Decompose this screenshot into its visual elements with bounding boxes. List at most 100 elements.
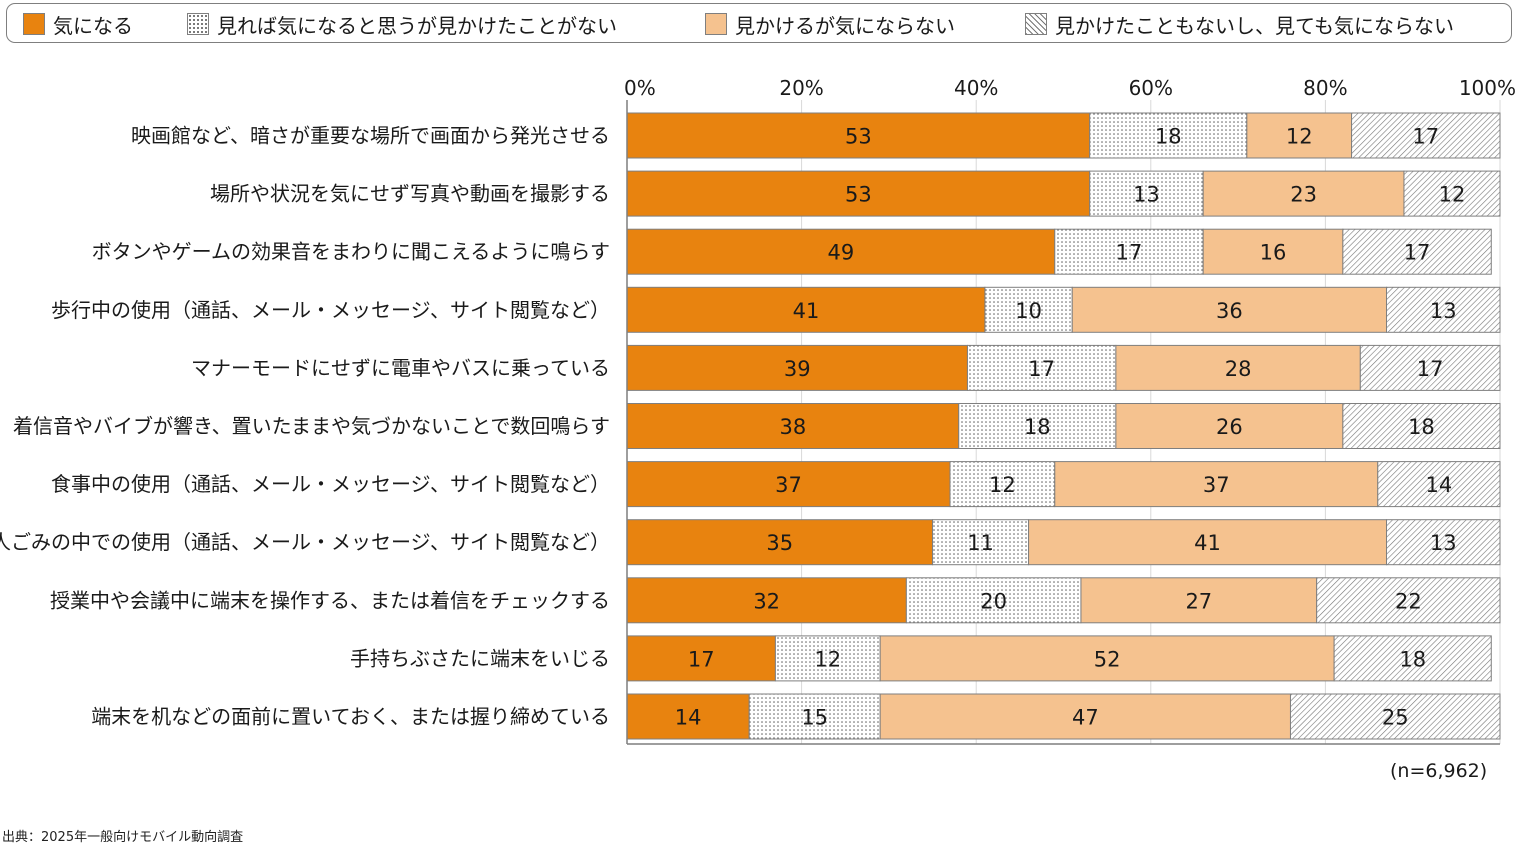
legend-item-series-2: 見れば気になると思うが見かけたことがない bbox=[187, 12, 617, 38]
data-label: 32 bbox=[753, 589, 780, 613]
data-label: 18 bbox=[1408, 415, 1435, 439]
legend-label: 気になる bbox=[53, 13, 133, 38]
data-label: 37 bbox=[775, 473, 802, 497]
bar-segment bbox=[1333, 635, 1492, 682]
bar-segment bbox=[626, 693, 750, 740]
data-label: 27 bbox=[1185, 589, 1212, 613]
data-label: 12 bbox=[1286, 125, 1313, 149]
bar-segment bbox=[1359, 344, 1501, 391]
x-tick-label: 40% bbox=[954, 76, 998, 100]
bar-segment bbox=[1202, 228, 1344, 275]
category-labels: 映画館など、暗さが重要な場所で画面から発光させる場所や状況を気にせず写真や動画を… bbox=[0, 124, 610, 729]
data-label: 14 bbox=[1426, 473, 1453, 497]
category-label: 手持ちぶさたに端末をいじる bbox=[350, 646, 610, 670]
bar-segment bbox=[1386, 286, 1501, 333]
category-label: ボタンやゲームの効果音をまわりに聞こえるように鳴らす bbox=[92, 240, 610, 264]
data-label: 17 bbox=[1028, 357, 1055, 381]
data-label: 15 bbox=[801, 706, 828, 730]
data-label: 17 bbox=[1417, 357, 1444, 381]
data-label: 47 bbox=[1072, 706, 1099, 730]
bar-segment bbox=[1054, 461, 1379, 508]
category-label: 授業中や会議中に端末を操作する、または着信をチェックする bbox=[50, 588, 610, 612]
data-label: 26 bbox=[1216, 415, 1243, 439]
data-label: 11 bbox=[967, 531, 994, 555]
data-label: 16 bbox=[1260, 241, 1287, 265]
bar-segment bbox=[1054, 228, 1204, 275]
category-label: 着信音やバイブが響き、置いたままや気づかないことで数回鳴らす bbox=[13, 414, 610, 438]
bar-segment bbox=[626, 344, 968, 391]
data-label: 17 bbox=[1404, 241, 1431, 265]
category-label: 歩行中の使用（通話、メール・メッセージ、サイト閲覧など） bbox=[51, 298, 610, 322]
data-label: 17 bbox=[1116, 241, 1143, 265]
sample-size-note: (n=6,962) bbox=[1390, 760, 1488, 782]
bar-segment bbox=[1289, 693, 1501, 740]
legend-label: 見かけるが気にならない bbox=[735, 13, 955, 38]
data-label: 23 bbox=[1290, 183, 1317, 207]
legend-label: 見れば気になると思うが見かけたことがない bbox=[217, 13, 617, 38]
bar-segment bbox=[626, 112, 1091, 159]
bar-segment bbox=[1071, 286, 1388, 333]
data-label: 37 bbox=[1203, 473, 1230, 497]
bar-segment bbox=[626, 635, 776, 682]
data-label: 17 bbox=[688, 647, 715, 671]
bars: 53 18 12 17 53 13 23 12 49 17 16 17 41 10 36 13 39 17 28 17… bbox=[626, 112, 1501, 740]
data-label: 12 bbox=[1439, 183, 1466, 207]
bar-segment bbox=[932, 519, 1030, 566]
source-note: 出典：2025年一般向けモバイル動向調査 bbox=[2, 830, 244, 845]
data-label: 35 bbox=[766, 531, 793, 555]
bar-segment bbox=[626, 170, 1091, 217]
data-label: 36 bbox=[1216, 299, 1243, 323]
legend-swatch-solid-peach bbox=[705, 13, 727, 35]
category-label: 場所や状況を気にせず写真や動画を撮影する bbox=[210, 182, 610, 206]
data-label: 12 bbox=[814, 647, 841, 671]
x-tick-label: 60% bbox=[1129, 76, 1173, 100]
x-tick-label: 80% bbox=[1303, 76, 1347, 100]
bar-segment bbox=[1202, 170, 1405, 217]
category-label: 人ごみの中での使用（通話、メール・メッセージ、サイト閲覧など） bbox=[0, 530, 610, 554]
bar-segment bbox=[879, 693, 1291, 740]
bar-segment bbox=[1316, 577, 1501, 624]
axes bbox=[626, 100, 1500, 745]
data-label: 25 bbox=[1382, 706, 1409, 730]
data-label: 41 bbox=[793, 299, 820, 323]
bar-segment bbox=[1115, 344, 1361, 391]
legend-item-series-3: 見かけるが気にならない bbox=[705, 12, 955, 38]
bar-segment bbox=[879, 635, 1335, 682]
legend-swatch-dots bbox=[187, 13, 209, 35]
data-label: 53 bbox=[845, 125, 872, 149]
category-label: 映画館など、暗さが重要な場所で画面から発光させる bbox=[131, 124, 610, 148]
bar-segment bbox=[1403, 170, 1501, 217]
bar-segment bbox=[1377, 461, 1501, 508]
data-label: 38 bbox=[780, 415, 807, 439]
data-label: 13 bbox=[1133, 183, 1160, 207]
category-label: 端末を机などの面前に置いておく、または握り締めている bbox=[91, 705, 610, 729]
bar-segment bbox=[1089, 170, 1204, 217]
legend-label: 見かけたこともないし、見ても気にならない bbox=[1055, 13, 1454, 38]
legend: 気になる 見れば気になると思うが見かけたことがない 見かけるが気にならない 見か… bbox=[6, 3, 1512, 43]
data-label: 41 bbox=[1194, 531, 1221, 555]
data-label: 39 bbox=[784, 357, 811, 381]
data-label: 28 bbox=[1225, 357, 1252, 381]
data-label: 13 bbox=[1430, 299, 1457, 323]
bar-segment bbox=[949, 461, 1056, 508]
bar-segment bbox=[1351, 112, 1501, 159]
bar-segment bbox=[1080, 577, 1318, 624]
data-label: 22 bbox=[1395, 589, 1422, 613]
data-label: 53 bbox=[845, 183, 872, 207]
bar-segment bbox=[1386, 519, 1501, 566]
x-tick-label: 100% bbox=[1459, 76, 1516, 100]
data-label: 20 bbox=[980, 589, 1007, 613]
legend-swatch-solid-orange bbox=[23, 13, 45, 35]
bar-segment bbox=[1342, 403, 1501, 449]
data-label: 13 bbox=[1430, 531, 1457, 555]
x-tick-label: 20% bbox=[779, 76, 823, 100]
bar-segment bbox=[1342, 228, 1492, 275]
data-label: 10 bbox=[1015, 299, 1042, 323]
category-label: 食事中の使用（通話、メール・メッセージ、サイト閲覧など） bbox=[51, 472, 610, 496]
data-label: 49 bbox=[828, 241, 855, 265]
category-label: マナーモードにせずに電車やバスに乗っている bbox=[191, 356, 610, 380]
data-label: 17 bbox=[1412, 125, 1439, 149]
bar-segment bbox=[626, 228, 1056, 275]
legend-swatch-hatch bbox=[1025, 13, 1047, 35]
